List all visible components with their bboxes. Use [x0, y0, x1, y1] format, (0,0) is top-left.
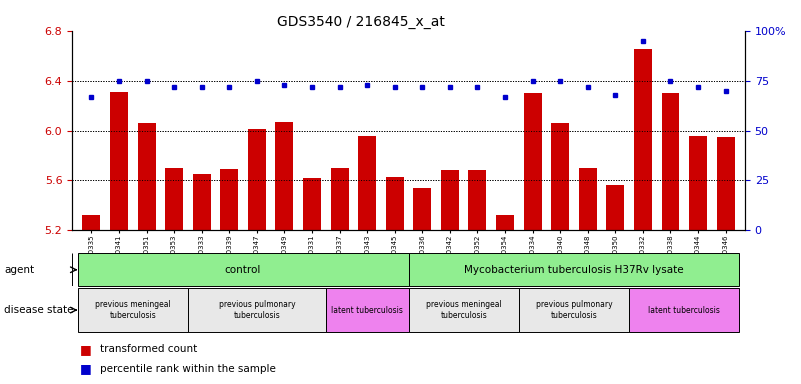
- Bar: [441, 170, 459, 384]
- Bar: [496, 215, 514, 384]
- Bar: [276, 122, 293, 384]
- Text: control: control: [225, 265, 261, 275]
- Bar: [551, 123, 570, 384]
- Bar: [409, 253, 739, 286]
- Text: previous pulmonary
tuberculosis: previous pulmonary tuberculosis: [219, 300, 295, 320]
- Bar: [188, 288, 326, 332]
- Text: previous meningeal
tuberculosis: previous meningeal tuberculosis: [95, 300, 171, 320]
- Text: ■: ■: [80, 362, 92, 375]
- Text: disease state: disease state: [4, 305, 74, 315]
- Bar: [138, 123, 155, 384]
- Bar: [717, 137, 735, 384]
- Bar: [303, 178, 321, 384]
- Text: transformed count: transformed count: [100, 344, 197, 354]
- Bar: [413, 188, 431, 384]
- Bar: [326, 288, 409, 332]
- Bar: [469, 170, 486, 384]
- Text: percentile rank within the sample: percentile rank within the sample: [100, 364, 276, 374]
- Bar: [662, 93, 679, 384]
- Bar: [629, 288, 739, 332]
- Bar: [165, 168, 183, 384]
- Bar: [358, 136, 376, 384]
- Text: latent tuberculosis: latent tuberculosis: [331, 306, 403, 314]
- Bar: [519, 288, 629, 332]
- Bar: [248, 129, 266, 384]
- Bar: [689, 136, 707, 384]
- Bar: [193, 174, 211, 384]
- Bar: [220, 169, 238, 384]
- Bar: [78, 253, 409, 286]
- Text: Mycobacterium tuberculosis H37Rv lysate: Mycobacterium tuberculosis H37Rv lysate: [464, 265, 684, 275]
- Text: previous meningeal
tuberculosis: previous meningeal tuberculosis: [426, 300, 501, 320]
- Text: agent: agent: [4, 265, 34, 275]
- Bar: [386, 177, 404, 384]
- Text: previous pulmonary
tuberculosis: previous pulmonary tuberculosis: [536, 300, 612, 320]
- Text: ■: ■: [80, 343, 92, 356]
- Text: GDS3540 / 216845_x_at: GDS3540 / 216845_x_at: [276, 15, 445, 29]
- Bar: [409, 288, 519, 332]
- Bar: [78, 288, 188, 332]
- Bar: [634, 50, 652, 384]
- Bar: [331, 168, 348, 384]
- Bar: [524, 93, 541, 384]
- Bar: [110, 92, 128, 384]
- Bar: [579, 168, 597, 384]
- Text: latent tuberculosis: latent tuberculosis: [648, 306, 720, 314]
- Bar: [606, 185, 624, 384]
- Bar: [83, 215, 100, 384]
